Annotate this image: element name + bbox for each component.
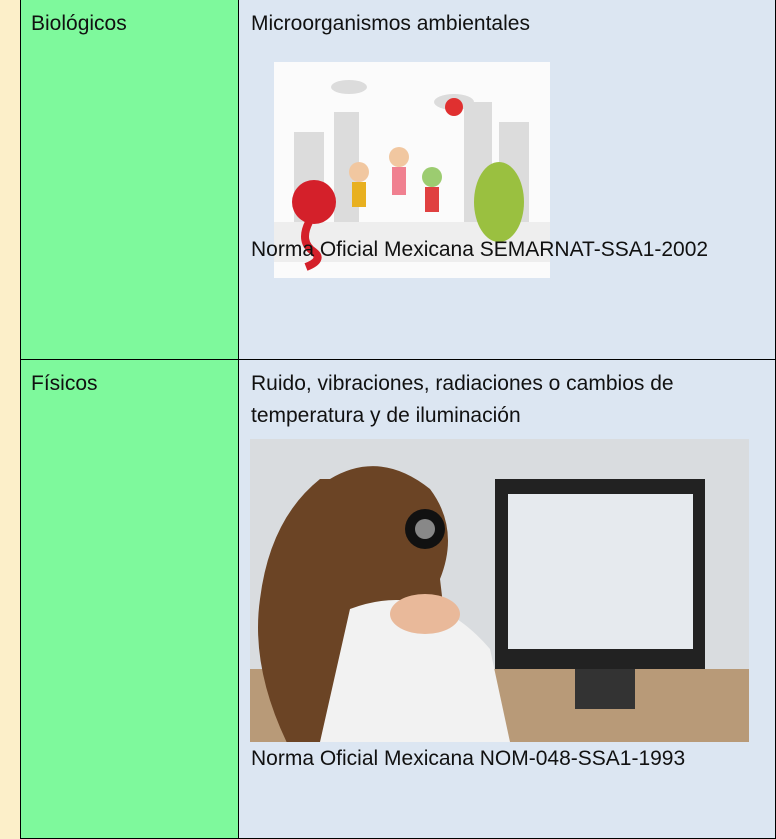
description: Microorganismos ambientales [251,12,530,35]
description: Ruido, vibraciones, radiaciones o cambio… [251,372,674,427]
content-cell: Microorganismos ambientales Norma Oficia… [238,0,776,360]
photo [250,439,749,742]
category: Físicos [31,372,98,395]
content-cell: Ruido, vibraciones, radiaciones o cambio… [238,359,776,839]
illustration [274,62,550,278]
category-cell: Físicos [20,359,239,839]
standard: Norma Oficial Mexicana SEMARNAT-SSA1-200… [251,238,709,261]
category: Biológicos [31,12,127,35]
category-cell: Biológicos [20,0,239,360]
standard: Norma Oficial Mexicana NOM-048-SSA1-1993 [251,747,686,770]
